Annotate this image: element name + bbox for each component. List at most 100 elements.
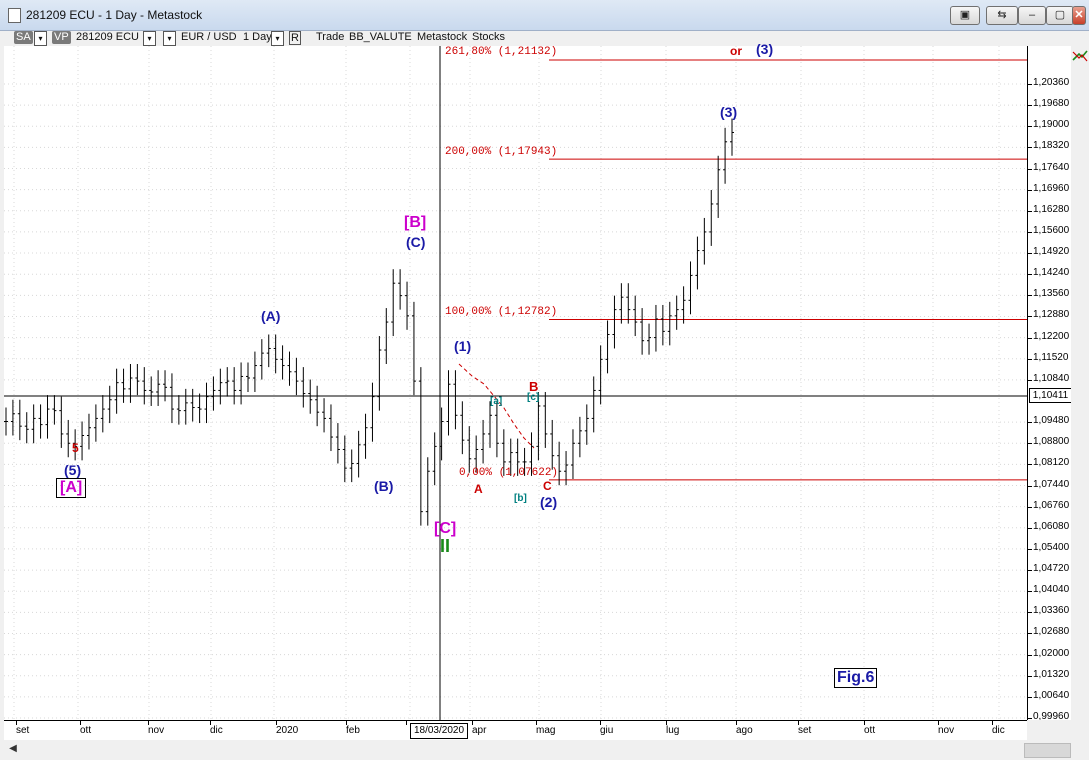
instrument-label: EUR / USD: [181, 31, 237, 43]
ohlc-bar: [529, 432, 534, 476]
price-tick: [1028, 295, 1032, 297]
time-axis-label: ott: [864, 725, 876, 736]
wave-label-c-small: [c]: [527, 392, 540, 403]
ohlc-bar: [52, 395, 57, 425]
time-axis-label: nov: [148, 725, 165, 736]
fib-level-100-label: 100,00% (1,12782): [445, 306, 558, 318]
ohlc-bar: [301, 367, 306, 408]
time-axis-label: mag: [536, 725, 556, 736]
ohlc-bar: [93, 404, 98, 442]
ohlc-bar: [135, 364, 140, 396]
wave-label-II: II: [440, 536, 451, 556]
scroll-thumb[interactable]: [1024, 743, 1071, 758]
ohlc-bar: [114, 368, 119, 414]
instrument-dropdown[interactable]: ▾: [163, 31, 176, 46]
ohlc-bar: [322, 398, 327, 433]
wave-label-2-paren: (2): [540, 494, 558, 510]
ohlc-bar: [38, 404, 43, 439]
right-panel: [1071, 46, 1089, 720]
trade-label[interactable]: Trade: [316, 31, 345, 43]
ohlc-bar: [709, 189, 714, 246]
price-axis-label: 1,05400: [1033, 541, 1070, 553]
price-axis-label: 1,15600: [1033, 224, 1070, 236]
price-tick: [1028, 443, 1032, 445]
ohlc-bar: [59, 396, 64, 448]
time-axis-label: dic: [210, 725, 223, 736]
ohlc-bar: [342, 435, 347, 483]
exchange-window-button[interactable]: ⇆: [986, 6, 1018, 25]
ohlc-bar: [73, 429, 78, 461]
ohlc-bar: [647, 323, 652, 355]
price-axis-label: 1,12880: [1033, 309, 1070, 321]
ohlc-bar: [107, 385, 112, 424]
minimize-button[interactable]: –: [1018, 6, 1046, 25]
ohlc-bar: [356, 430, 361, 478]
chart-canvas[interactable]: [4, 46, 1027, 720]
ohlc-bar: [501, 429, 506, 476]
ohlc-bar: [522, 447, 527, 476]
r-button[interactable]: R: [289, 31, 301, 45]
ohlc-bar: [377, 336, 382, 411]
price-axis-label: 1,19000: [1033, 119, 1070, 131]
title-bar: 281209 ECU - 1 Day - Metastock ▣ ⇆ – ▢ ✕: [0, 0, 1089, 31]
ohlc-bar: [66, 419, 71, 458]
price-tick: [1028, 379, 1032, 381]
close-button[interactable]: ✕: [1072, 6, 1086, 25]
symbol-dropdown[interactable]: ▾: [143, 31, 156, 46]
wave-label-1-paren: (1): [454, 338, 472, 354]
price-axis-label: 1,16280: [1033, 203, 1070, 215]
current-price-label: 1,10411: [1029, 388, 1072, 403]
ohlc-bar: [460, 401, 465, 455]
ohlc-bar: [86, 413, 91, 450]
time-axis-label: nov: [938, 725, 955, 736]
ohlc-bar: [169, 373, 174, 424]
sa-dropdown[interactable]: ▾: [34, 31, 47, 46]
symbol-label: 281209 ECU: [76, 31, 139, 43]
cascade-window-button[interactable]: ▣: [950, 6, 980, 25]
ohlc-bar: [349, 449, 354, 483]
ohlc-bar: [730, 118, 734, 156]
ohlc-bar: [432, 432, 437, 486]
trend-arrows-icon[interactable]: [1071, 46, 1089, 66]
price-axis[interactable]: 1,10411 1,20360 1,19680 1,19000 1,18320 1,17…: [1027, 46, 1072, 720]
vp-button[interactable]: VP: [52, 31, 71, 44]
time-tick: [992, 721, 993, 725]
wave-label-5-paren: (5): [64, 462, 82, 478]
ohlc-bar: [536, 391, 541, 461]
or-label: or: [730, 44, 742, 58]
price-axis-label: 1,03360: [1033, 605, 1070, 617]
time-axis-label: apr: [472, 725, 487, 736]
ohlc-bar: [681, 286, 686, 324]
ohlc-bar: [543, 391, 548, 448]
price-axis-label: 1,18320: [1033, 140, 1070, 152]
fib-level-200-label: 200,00% (1,17943): [445, 146, 558, 158]
period-label: 1 Day: [243, 31, 272, 43]
sa-button[interactable]: SA: [14, 31, 33, 44]
horizontal-scrollbar[interactable]: ◀: [4, 740, 1071, 760]
price-axis-label: 1,11520: [1033, 351, 1069, 363]
ohlc-bar: [24, 412, 29, 444]
price-axis-label: 1,19680: [1033, 98, 1070, 110]
time-axis[interactable]: 18/03/2020 set ott nov dic 2020 feb apr mag giu l…: [4, 720, 1027, 741]
ohlc-bar: [660, 304, 665, 346]
ohlc-bar: [280, 345, 285, 380]
time-tick: [80, 721, 81, 725]
ohlc-bar: [287, 351, 292, 386]
maximize-button[interactable]: ▢: [1046, 6, 1074, 25]
price-chart[interactable]: 261,80% (1,21132) 200,00% (1,17943) 100,…: [4, 41, 1027, 720]
time-tick: [736, 721, 737, 725]
ohlc-bar: [190, 388, 195, 422]
ohlc-bar: [564, 451, 569, 486]
time-tick: [16, 721, 17, 725]
time-tick: [276, 721, 277, 725]
price-axis-label: 1,12200: [1033, 330, 1070, 342]
ohlc-bar: [633, 295, 638, 337]
scroll-left-icon[interactable]: ◀: [9, 743, 17, 754]
time-tick: [406, 721, 407, 725]
price-tick: [1028, 316, 1032, 318]
price-tick: [1028, 485, 1032, 487]
price-axis-label: 1,02000: [1033, 647, 1070, 659]
ohlc-bar: [640, 308, 645, 355]
period-dropdown[interactable]: ▾: [271, 31, 284, 46]
fib-level-0-label: 0,00% (1,07622): [459, 467, 559, 479]
